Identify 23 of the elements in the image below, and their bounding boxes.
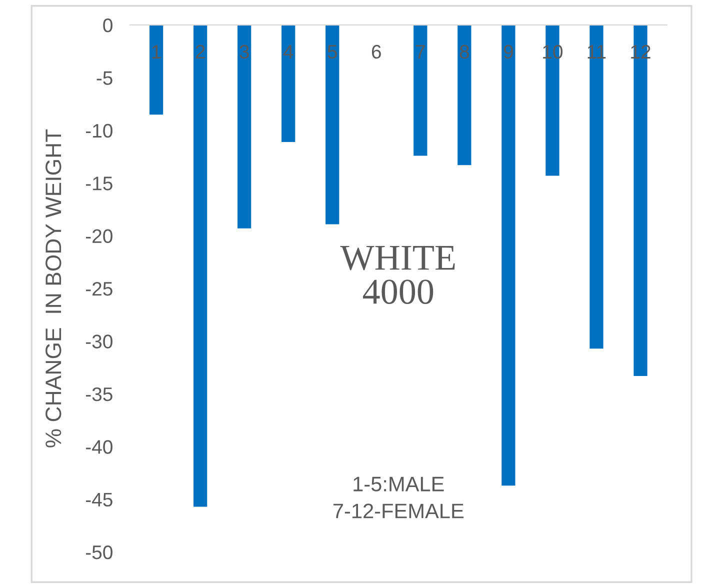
annotation: 1-5:MALE 7-12-FEMALE bbox=[333, 476, 464, 518]
y-tick-label: -45 bbox=[86, 492, 112, 507]
y-tick-label: -40 bbox=[86, 440, 112, 454]
x-tick-label: 7 bbox=[416, 45, 425, 58]
x-tick-label: 4 bbox=[283, 45, 294, 58]
annotation: WHITE 4000 bbox=[340, 246, 455, 304]
x-tick-label: 8 bbox=[460, 44, 469, 59]
x-tick-label: 2 bbox=[196, 44, 205, 58]
y-tick-label: -20 bbox=[86, 229, 112, 244]
y-tick-label: -50 bbox=[86, 545, 112, 560]
x-tick-label: 1 bbox=[152, 45, 161, 58]
y-tick-label: -25 bbox=[86, 282, 112, 296]
x-tick-label: 5 bbox=[328, 45, 337, 59]
y-tick-label: -15 bbox=[86, 176, 112, 190]
y-tick-label: -5 bbox=[96, 71, 112, 85]
y-axis-title: % CHANGE IN BODY WEIGHT bbox=[46, 129, 62, 448]
x-tick-label: 6 bbox=[372, 44, 381, 59]
y-tick-label: -30 bbox=[86, 334, 112, 348]
x-tick-label: 9 bbox=[504, 44, 513, 59]
y-tick-label: 0 bbox=[103, 18, 112, 32]
y-tick-label: -35 bbox=[86, 387, 112, 402]
y-tick-label: -10 bbox=[86, 124, 112, 138]
x-tick-label: 3 bbox=[240, 44, 249, 59]
